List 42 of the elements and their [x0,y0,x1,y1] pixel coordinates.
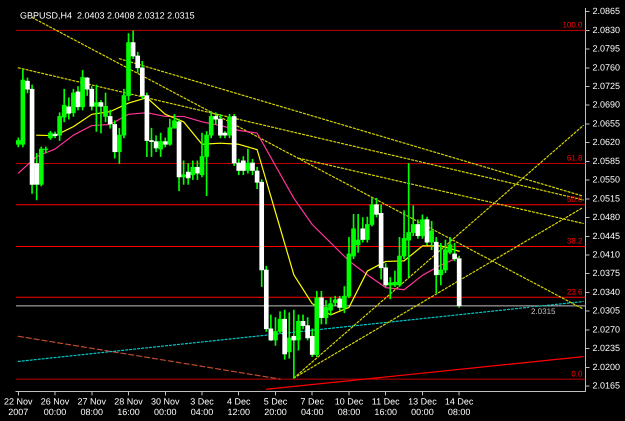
y-tick-label: 2.0655 [592,118,620,128]
y-tick-label: 2.0725 [592,80,620,91]
y-tick-label: 2.0410 [592,249,620,260]
x-tick-label: 27 Nov 08:00 [78,396,107,418]
y-tick-label: 2.0795 [592,44,620,54]
x-tick-label: 11 Dec 16:00 [372,396,400,418]
y-tick-label: 2.0270 [592,324,620,334]
chart-title: GBPUSD,H4 2.0403 2.0408 2.0312 2.0315 [20,10,195,20]
y-tick-label: 2.0480 [592,212,620,222]
annotation: 50.0 [566,194,584,204]
y-tick-label: 2.0830 [592,24,620,35]
y-tick-label: 2.0760 [592,62,620,72]
annotation: 23.6 [566,287,584,296]
x-tick-label: 14 Dec 08:00 [444,396,474,418]
x-tick-label: 4 Dec 12:00 [226,396,251,418]
y-tick-label: 2.0235 [592,343,620,354]
annotation: 38.2 [566,236,584,246]
y-tick-label: 2.0585 [592,156,620,166]
y-tick-label: 2.0445 [592,230,620,241]
annotation: 0.0 [571,369,584,378]
x-tick-label: 13 Dec 00:00 [408,396,438,418]
y-tick-label: 2.0375 [592,268,620,278]
x-tick-label: 7 Dec 04:00 [300,396,324,418]
y-tick-label: 2.0305 [592,306,620,316]
x-tick-label: 22 Nov 2007 [4,396,34,418]
x-tick-label: 5 Dec 20:00 [264,396,288,418]
x-tick-label: 26 Nov 00:00 [40,396,70,418]
y-tick-label: 2.0515 [592,193,620,204]
ref-line-label: 2.0315 [531,307,556,316]
y-tick-label: 2.0865 [592,6,620,16]
x-tick-label: 30 Nov 00:00 [150,396,180,418]
annotation: 61.8 [566,154,584,163]
y-tick-label: 2.0690 [592,100,620,110]
x-tick-label: 3 Dec 04:00 [190,396,214,418]
y-tick-label: 2.0165 [592,380,620,391]
y-tick-label: 2.0340 [592,286,620,297]
y-tick-label: 2.0620 [592,137,620,148]
y-tick-label: 2.0550 [592,174,620,185]
annotation: 100.0 [562,20,584,30]
y-tick-label: 2.0200 [592,362,620,372]
x-tick-label: 28 Nov 16:00 [114,396,144,418]
x-tick-label: 10 Dec 08:00 [334,396,364,418]
